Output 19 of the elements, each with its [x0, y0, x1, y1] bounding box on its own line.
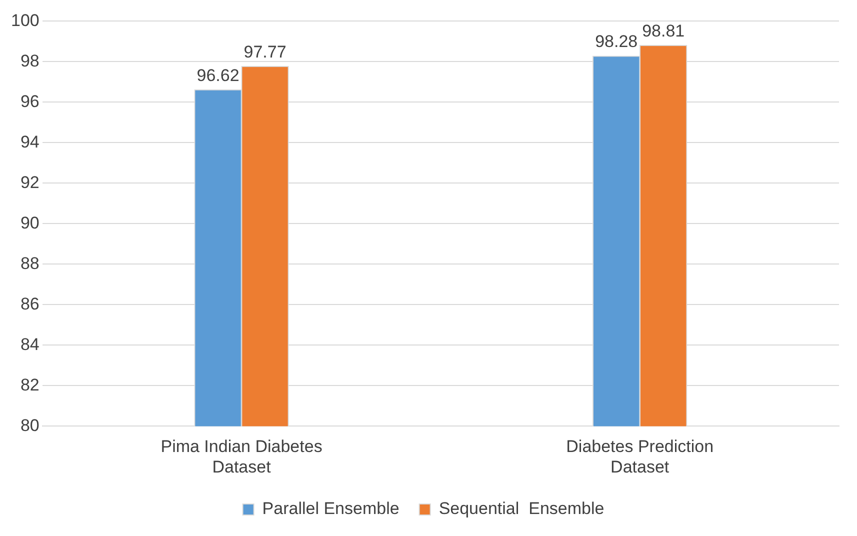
- legend-label: Parallel Ensemble: [262, 499, 400, 518]
- y-tick-label: 96: [20, 92, 40, 111]
- y-tick-label: 82: [20, 375, 40, 394]
- data-label: 96.62: [196, 66, 240, 85]
- y-tick-label: 86: [20, 294, 40, 314]
- y-tick-label: 88: [20, 254, 40, 273]
- y-tick-label: 100: [10, 10, 40, 30]
- data-label: 98.81: [642, 21, 685, 40]
- x-tick-label: Pima Indian Diabetes Dataset: [160, 437, 322, 476]
- legend-label: Sequential Ensemble: [438, 499, 604, 518]
- y-tick-label: 84: [20, 334, 40, 354]
- y-tick-label: 98: [20, 51, 40, 70]
- data-label: 98.28: [595, 32, 638, 52]
- x-tick-label: Diabetes Prediction Dataset: [566, 437, 714, 476]
- y-tick-label: 92: [20, 172, 40, 192]
- y-tick-label: 80: [20, 416, 40, 435]
- data-label: 97.77: [244, 42, 286, 62]
- y-tick-label: 90: [20, 213, 40, 232]
- y-tick-label: 94: [20, 132, 40, 152]
